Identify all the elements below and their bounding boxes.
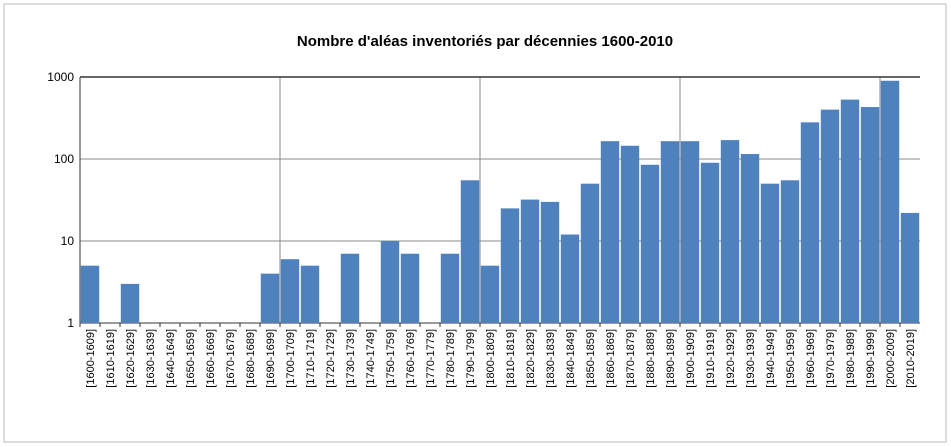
x-tick-label: [1670-1679] [225, 329, 237, 388]
x-tick-label: [1690-1699] [265, 329, 277, 388]
bar [440, 253, 460, 323]
x-tick-label: [1810-1819] [505, 329, 517, 388]
x-tick-label: [1620-1629] [125, 329, 137, 388]
x-tick-label: [1630-1639] [145, 329, 157, 388]
bar [300, 265, 320, 323]
x-tick-label: [1970-1979] [825, 329, 837, 388]
x-tick-label: [1680-1689] [245, 329, 257, 388]
bar [840, 99, 860, 323]
x-tick-label: [1920-1929] [725, 329, 737, 388]
x-tick-label: [2010-2019] [905, 329, 917, 388]
bar [120, 283, 140, 323]
bar [580, 183, 600, 323]
bar [680, 141, 700, 323]
x-tick-label: [1930-1939] [745, 329, 757, 388]
bar [740, 154, 760, 323]
x-tick-label: [1740-1749] [365, 329, 377, 388]
bar [500, 208, 520, 323]
x-tick-label: [1600-1609] [85, 329, 97, 388]
y-tick-label: 100 [54, 152, 74, 166]
bar [280, 259, 300, 323]
x-tick-label: [1720-1729] [325, 329, 337, 388]
bar [80, 265, 100, 323]
x-tick-label: [1860-1869] [605, 329, 617, 388]
bar [660, 141, 680, 323]
bar [780, 180, 800, 323]
x-tick-label: [1750-1759] [385, 329, 397, 388]
bar [700, 162, 720, 323]
x-tick-label: [1890-1899] [665, 329, 677, 388]
bar [720, 140, 740, 323]
x-tick-label: [1880-1889] [645, 329, 657, 388]
x-tick-label: [1700-1709] [285, 329, 297, 388]
bar [820, 109, 840, 324]
bar [800, 122, 820, 323]
chart-title: Nombre d'aléas inventoriés par décennies… [297, 33, 673, 50]
bar [760, 183, 780, 323]
bar [880, 80, 900, 324]
x-tick-label: [1640-1649] [165, 329, 177, 388]
x-tick-label: [1960-1969] [805, 329, 817, 388]
x-tick-label: [1870-1879] [625, 329, 637, 388]
bar [860, 107, 880, 323]
x-tick-label: [2000-2009] [885, 329, 897, 388]
x-tick-label: [1760-1769] [405, 329, 417, 388]
bar [380, 241, 400, 323]
x-tick-label: [1610-1619] [105, 329, 117, 388]
x-tick-label: [1830-1839] [545, 329, 557, 388]
x-tick-label: [1780-1789] [445, 329, 457, 388]
bar [520, 199, 540, 323]
x-tick-label: [1850-1859] [585, 329, 597, 388]
x-tick-label: [1980-1989] [845, 329, 857, 388]
x-tick-label: [1940-1949] [765, 329, 777, 388]
x-tick-label: [1800-1809] [485, 329, 497, 388]
x-tick-label: [1790-1799] [465, 329, 477, 388]
bar [540, 201, 560, 323]
bar [600, 141, 620, 323]
bar [260, 273, 280, 323]
bar [560, 234, 580, 323]
x-tick-label: [1900-1909] [685, 329, 697, 388]
y-tick-label: 1000 [47, 70, 74, 84]
x-tick-label: [1770-1779] [425, 329, 437, 388]
x-tick-label: [1950-1959] [785, 329, 797, 388]
y-tick-label: 10 [61, 234, 75, 248]
x-tick-label: [1840-1849] [565, 329, 577, 388]
x-tick-label: [1820-1829] [525, 329, 537, 388]
x-tick-label: [1910-1919] [705, 329, 717, 388]
x-tick-label: [1660-1669] [205, 329, 217, 388]
bar [480, 265, 500, 323]
x-tick-label: [1710-1719] [305, 329, 317, 388]
x-tick-label: [1730-1739] [345, 329, 357, 388]
y-tick-label: 1 [67, 316, 74, 330]
x-tick-label: [1650-1659] [185, 329, 197, 388]
bar [620, 145, 640, 323]
bar [340, 253, 360, 323]
bar [400, 253, 420, 323]
bar [460, 180, 480, 323]
x-tick-label: [1990-1999] [865, 329, 877, 388]
bar [640, 164, 660, 323]
bar [900, 212, 920, 323]
